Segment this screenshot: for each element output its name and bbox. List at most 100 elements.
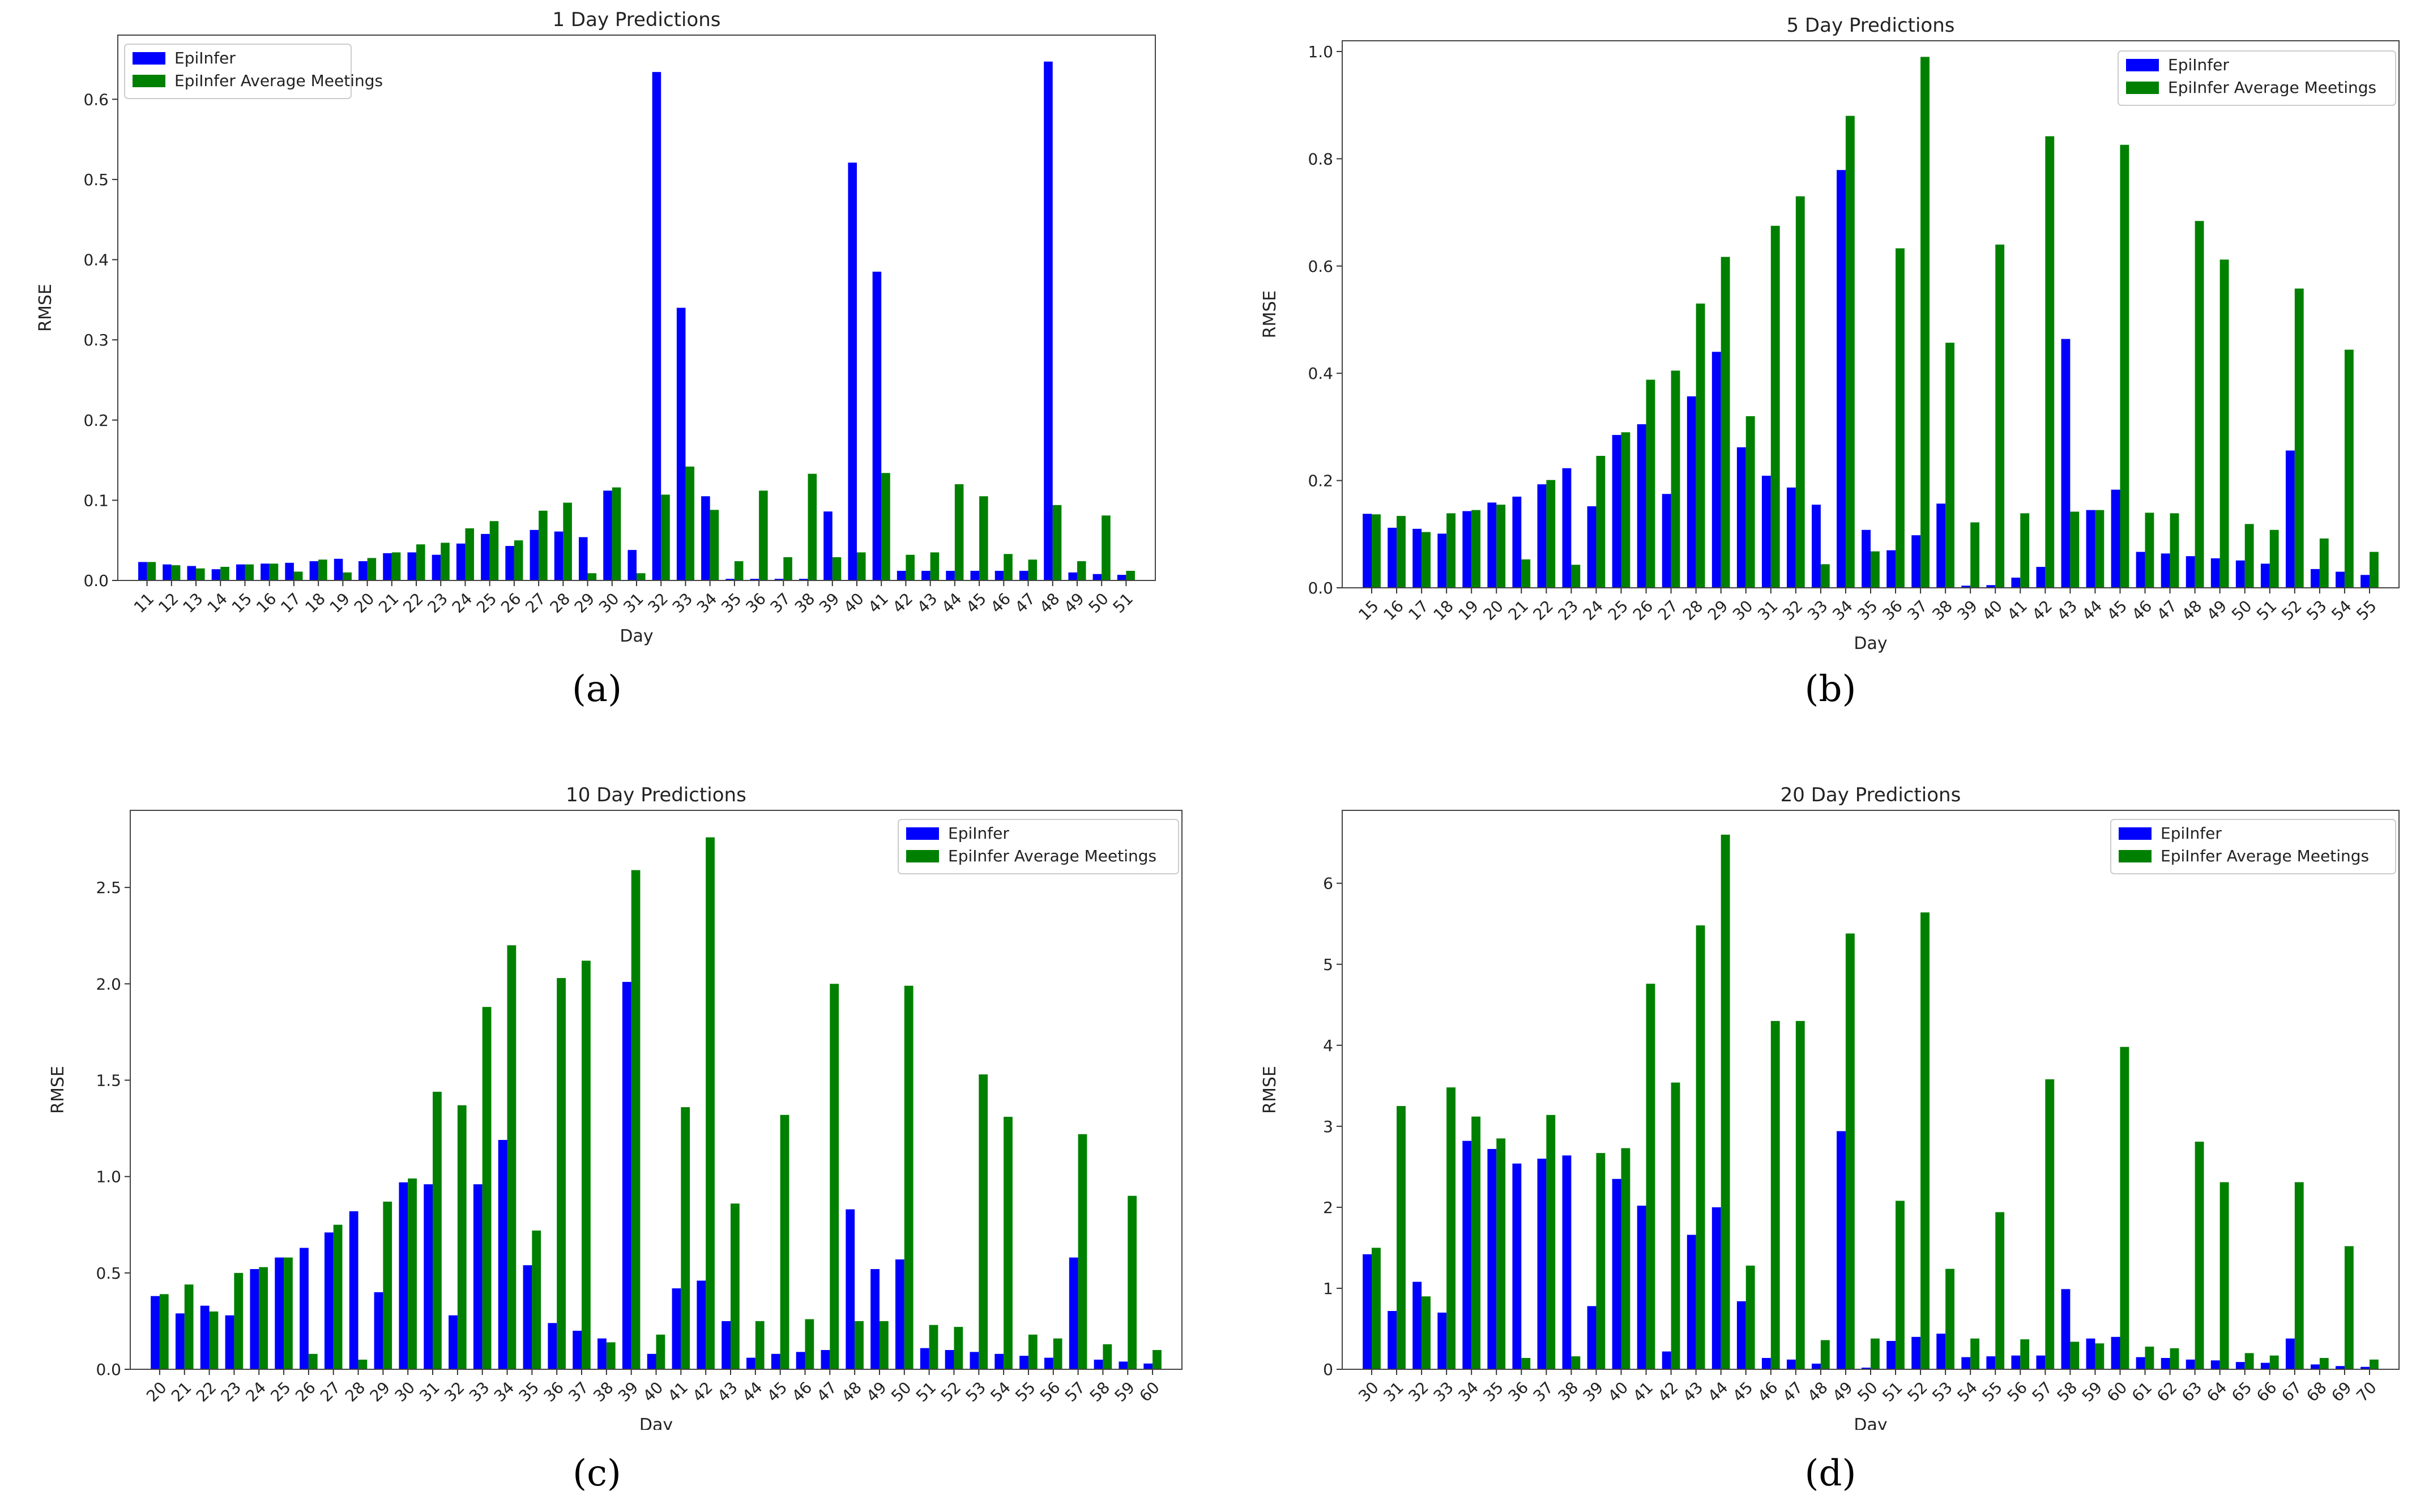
x-tick-label: 44	[739, 1378, 766, 1406]
chart-title: 10 Day Predictions	[566, 784, 746, 806]
bar-average-meetings	[1521, 559, 1531, 588]
bar-average-meetings	[507, 945, 517, 1369]
y-tick-label: 0	[1323, 1360, 1333, 1379]
bar-average-meetings	[308, 1353, 318, 1369]
bar-epiinfer	[579, 537, 588, 580]
bar-average-meetings	[2319, 1357, 2329, 1369]
bar-epiinfer	[424, 1184, 433, 1369]
bar-average-meetings	[1521, 1357, 1531, 1369]
x-tick-label: 22	[193, 1378, 220, 1406]
bar-average-meetings	[2369, 1359, 2379, 1369]
bar-epiinfer	[1363, 514, 1372, 588]
bar-average-meetings	[1422, 1296, 1431, 1369]
bar-epiinfer	[498, 1139, 507, 1369]
bar-average-meetings	[2195, 1142, 2204, 1369]
bar-average-meetings	[805, 1319, 814, 1369]
bar-average-meetings	[855, 1321, 864, 1369]
x-tick-label: 43	[714, 1378, 741, 1406]
bar-epiinfer	[1761, 1357, 1771, 1369]
x-tick-label: 28	[342, 1378, 369, 1406]
bar-epiinfer	[799, 579, 808, 580]
bar-epiinfer	[1736, 1301, 1746, 1369]
bar-epiinfer	[456, 543, 466, 580]
panel-5-day: 5 Day Predictions 0.0 0.2 0.4 0.6 0.8 1.0 15 16 1…	[1208, 0, 2416, 756]
x-tick-label: 27	[317, 1378, 344, 1406]
bar-average-meetings	[685, 466, 694, 580]
x-tick-label: 49	[863, 1378, 890, 1406]
plot-frame	[1342, 810, 2400, 1370]
chart-20-day-predictions: 20 Day Predictions0123456303132333435363…	[1260, 784, 2400, 1430]
bar-average-meetings	[2344, 1246, 2354, 1369]
x-tick-label: 27	[1654, 596, 1682, 624]
x-tick-label: 50	[1085, 589, 1112, 617]
bar-epiinfer	[622, 981, 631, 1369]
bar-average-meetings	[930, 552, 940, 580]
bar-average-meetings	[184, 1284, 194, 1369]
bar-epiinfer	[261, 563, 270, 580]
bar-epiinfer	[1612, 435, 1621, 588]
bar-epiinfer	[523, 1265, 532, 1369]
bar-average-meetings	[1770, 1020, 1780, 1369]
bar-epiinfer	[2061, 339, 2071, 588]
y-tick-label: 0.0	[96, 1360, 121, 1379]
x-tick-label: 39	[614, 1378, 642, 1406]
legend-label: EpiInfer Average Meetings	[174, 71, 383, 90]
bar-average-meetings	[1004, 554, 1013, 580]
bar-average-meetings	[2269, 529, 2279, 588]
bar-average-meetings	[1446, 513, 1456, 588]
bar-average-meetings	[1372, 1248, 1381, 1369]
bar-average-meetings	[637, 573, 646, 580]
x-tick-label: 36	[540, 1378, 567, 1406]
y-tick-label: 0.6	[1308, 257, 1333, 276]
x-tick-label: 52	[937, 1378, 965, 1406]
bar-average-meetings	[465, 528, 475, 580]
bar-epiinfer	[1911, 535, 1921, 588]
x-tick-label: 26	[1629, 596, 1657, 624]
x-tick-label: 37	[1530, 1378, 1557, 1406]
x-tick-label: 42	[2029, 596, 2056, 624]
legend-label: EpiInfer	[174, 49, 236, 67]
bar-epiinfer	[2036, 567, 2046, 588]
bar-average-meetings	[1970, 1338, 1980, 1369]
x-tick-label: 41	[864, 589, 892, 617]
bar-epiinfer	[821, 1349, 830, 1369]
bar-average-meetings	[1646, 379, 1655, 588]
x-tick-label: 32	[441, 1378, 468, 1406]
y-axis-label: RMSE	[1260, 1066, 1280, 1114]
bar-average-meetings	[1571, 565, 1581, 588]
bar-epiinfer	[1437, 533, 1447, 588]
x-tick-label: 43	[1679, 1378, 1707, 1406]
bar-average-meetings	[1820, 564, 1830, 588]
x-tick-label: 52	[2278, 596, 2306, 624]
bar-average-meetings	[1871, 551, 1880, 588]
bar-average-meetings	[1646, 984, 1655, 1369]
x-tick-label: 30	[391, 1378, 419, 1406]
x-tick-label: 24	[242, 1378, 270, 1406]
x-tick-label: 28	[1679, 596, 1707, 624]
bar-epiinfer	[1462, 1141, 1472, 1369]
plot-frame	[130, 810, 1183, 1370]
bar-average-meetings	[2145, 1346, 2154, 1369]
bar-average-meetings	[1745, 1265, 1755, 1369]
bar-epiinfer	[1637, 424, 1646, 588]
bar-epiinfer	[1143, 1363, 1153, 1369]
bar-average-meetings	[929, 1325, 938, 1369]
bar-epiinfer	[946, 571, 955, 580]
x-tick-label: 42	[689, 1378, 716, 1406]
x-tick-label: 22	[1530, 596, 1557, 624]
bar-epiinfer	[676, 307, 686, 580]
bar-average-meetings	[2070, 511, 2080, 588]
bar-average-meetings	[710, 510, 719, 580]
x-tick-label: 66	[2253, 1378, 2281, 1406]
bar-epiinfer	[300, 1248, 309, 1369]
bar-epiinfer	[1637, 1206, 1646, 1369]
panel-20-day: 20 Day Predictions 0 1 2 3 4 5 6 30 31 32 33 34 35 36 3…	[1208, 756, 2416, 1512]
y-tick-label: 2.0	[96, 975, 121, 993]
x-tick-label: 40	[840, 589, 868, 617]
x-tick-label: 18	[301, 589, 329, 617]
bar-epiinfer	[647, 1353, 656, 1369]
x-tick-label: 54	[987, 1378, 1014, 1406]
bar-average-meetings	[612, 487, 621, 580]
bar-epiinfer	[2036, 1355, 2046, 1369]
y-tick-label: 0.6	[83, 90, 109, 109]
